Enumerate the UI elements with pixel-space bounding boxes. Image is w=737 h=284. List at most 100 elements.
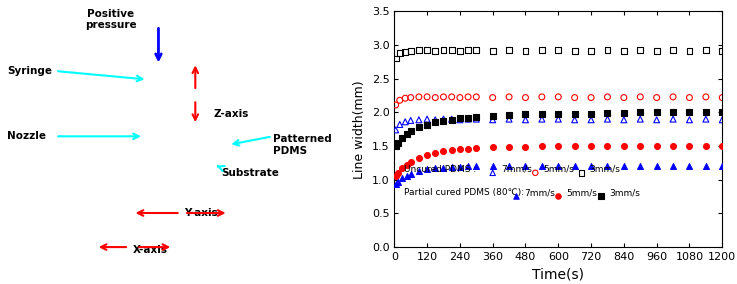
Point bbox=[520, 49, 531, 53]
Point bbox=[388, 230, 400, 235]
Point bbox=[462, 117, 474, 121]
Point bbox=[667, 117, 679, 121]
Point bbox=[635, 164, 646, 168]
Point bbox=[651, 144, 663, 148]
Point bbox=[397, 176, 408, 181]
Point bbox=[601, 111, 613, 115]
Point bbox=[462, 95, 474, 99]
Point bbox=[470, 146, 482, 150]
Point bbox=[569, 95, 581, 100]
Point bbox=[553, 117, 565, 121]
Point bbox=[394, 98, 405, 103]
Point bbox=[397, 136, 408, 140]
Point bbox=[716, 118, 728, 122]
Point bbox=[585, 144, 597, 148]
Point bbox=[536, 117, 548, 121]
Point bbox=[486, 164, 498, 168]
Point bbox=[470, 164, 482, 168]
Text: Uncured PDMS :: Uncured PDMS : bbox=[404, 165, 479, 174]
Point bbox=[454, 147, 466, 152]
Point bbox=[421, 122, 433, 127]
Point bbox=[454, 49, 466, 53]
Point bbox=[635, 144, 646, 148]
Point bbox=[405, 118, 416, 123]
Point bbox=[446, 117, 458, 121]
Point bbox=[413, 169, 425, 173]
Point bbox=[454, 116, 466, 121]
Point bbox=[536, 95, 548, 99]
Point bbox=[700, 48, 712, 53]
Point bbox=[399, 120, 411, 124]
Point bbox=[388, 224, 400, 228]
Point bbox=[388, 230, 400, 235]
Point bbox=[716, 164, 728, 168]
Point bbox=[667, 95, 679, 99]
Point bbox=[651, 49, 663, 53]
Text: Nozzle: Nozzle bbox=[7, 131, 46, 141]
X-axis label: Time(s): Time(s) bbox=[532, 268, 584, 281]
Point bbox=[438, 48, 450, 53]
Point bbox=[470, 95, 482, 99]
Point bbox=[430, 120, 441, 125]
Point bbox=[405, 95, 416, 100]
Point bbox=[401, 174, 413, 178]
Point bbox=[462, 164, 474, 168]
Text: 7mm/s: 7mm/s bbox=[524, 188, 555, 197]
Point bbox=[394, 51, 405, 55]
Point bbox=[716, 144, 728, 148]
Point bbox=[438, 165, 450, 170]
Point bbox=[503, 117, 515, 121]
Text: Partial cured PDMS (80℃):: Partial cured PDMS (80℃): bbox=[404, 188, 524, 197]
Point bbox=[454, 95, 466, 100]
Point bbox=[618, 111, 629, 115]
Point bbox=[388, 224, 400, 228]
Point bbox=[651, 95, 663, 100]
Y-axis label: Line width(mm): Line width(mm) bbox=[353, 80, 366, 179]
Point bbox=[430, 49, 441, 53]
Point bbox=[405, 172, 416, 176]
Point bbox=[486, 95, 498, 100]
Text: Patterned
PDMS: Patterned PDMS bbox=[273, 134, 332, 156]
Point bbox=[618, 164, 629, 168]
Point bbox=[390, 56, 402, 61]
Point bbox=[553, 95, 565, 99]
Point bbox=[569, 164, 581, 168]
Point bbox=[651, 110, 663, 115]
Point bbox=[462, 48, 474, 53]
Point bbox=[438, 95, 450, 99]
Point bbox=[470, 48, 482, 53]
Point bbox=[405, 129, 416, 133]
Point bbox=[393, 140, 405, 145]
Point bbox=[486, 49, 498, 53]
Point bbox=[446, 95, 458, 99]
Point bbox=[635, 95, 646, 99]
Point bbox=[700, 95, 712, 99]
Point bbox=[462, 116, 474, 120]
Point bbox=[585, 49, 597, 53]
Point bbox=[503, 113, 515, 117]
Point bbox=[684, 144, 696, 148]
Point bbox=[413, 155, 425, 160]
Point bbox=[390, 182, 402, 187]
Point bbox=[536, 48, 548, 53]
Point bbox=[454, 118, 466, 122]
Point bbox=[390, 144, 402, 148]
Point bbox=[553, 164, 565, 168]
Point bbox=[700, 164, 712, 168]
Text: X-axis: X-axis bbox=[133, 245, 167, 255]
Point bbox=[503, 145, 515, 149]
Point bbox=[486, 145, 498, 150]
Point bbox=[585, 95, 597, 100]
Point bbox=[390, 103, 402, 107]
Point bbox=[635, 117, 646, 121]
Point bbox=[667, 164, 679, 168]
Point bbox=[520, 164, 531, 168]
Point bbox=[700, 110, 712, 115]
Point bbox=[618, 49, 629, 53]
Point bbox=[520, 112, 531, 117]
Text: 5mm/s: 5mm/s bbox=[567, 188, 598, 197]
Point bbox=[438, 117, 450, 121]
Point bbox=[601, 95, 613, 99]
Point bbox=[430, 151, 441, 155]
Point bbox=[684, 110, 696, 115]
